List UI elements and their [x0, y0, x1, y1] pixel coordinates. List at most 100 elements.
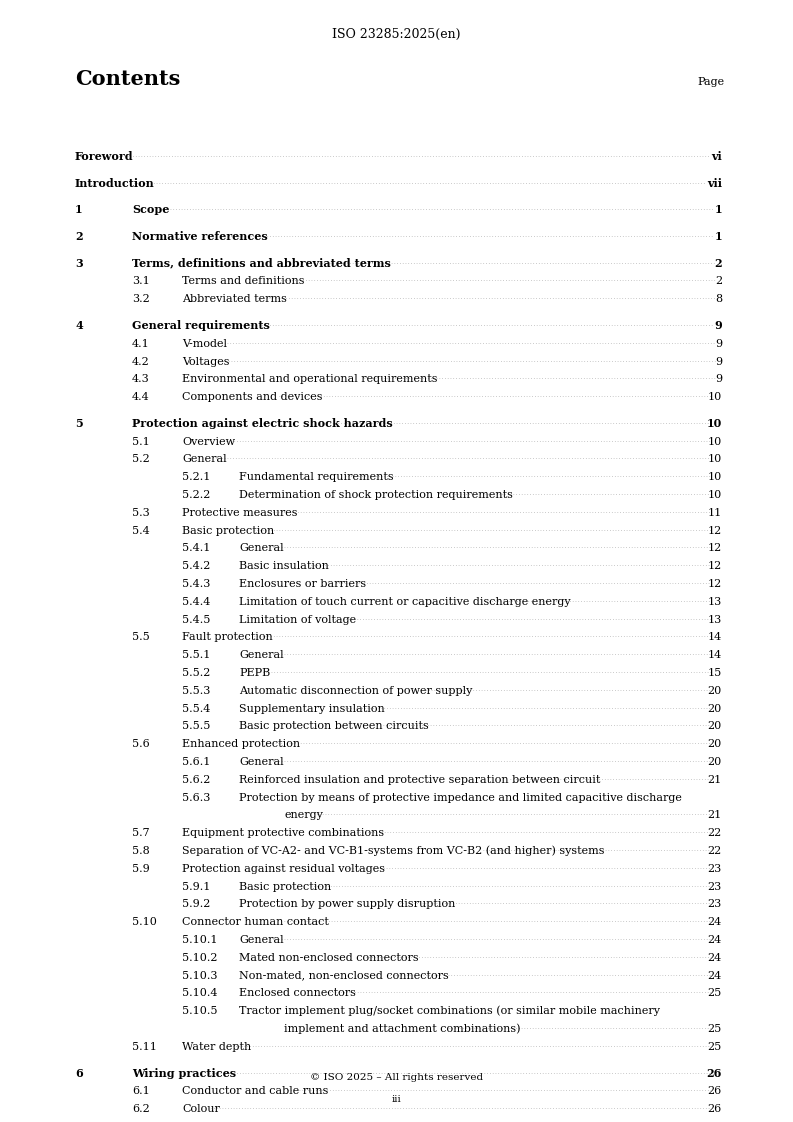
Text: Non-mated, non-enclosed connectors: Non-mated, non-enclosed connectors [239, 971, 449, 981]
Text: 5.1: 5.1 [132, 436, 150, 447]
Text: 26: 26 [707, 1086, 722, 1096]
Text: 22: 22 [707, 846, 722, 856]
Text: 12: 12 [707, 525, 722, 535]
Text: 5.7: 5.7 [132, 828, 150, 838]
Text: Connector human contact: Connector human contact [182, 917, 329, 927]
Text: Voltages: Voltages [182, 357, 229, 367]
Text: General: General [239, 651, 284, 660]
Text: PEPB: PEPB [239, 668, 270, 678]
Text: 24: 24 [707, 917, 722, 927]
Text: 23: 23 [707, 882, 722, 892]
Text: 24: 24 [707, 953, 722, 963]
Text: © ISO 2025 – All rights reserved: © ISO 2025 – All rights reserved [310, 1073, 483, 1082]
Text: 5.9.2: 5.9.2 [182, 900, 210, 910]
Text: 23: 23 [707, 900, 722, 910]
Text: 1: 1 [714, 204, 722, 215]
Text: 6: 6 [75, 1067, 82, 1078]
Text: 11: 11 [707, 508, 722, 517]
Text: 10: 10 [707, 392, 722, 402]
Text: Tractor implement plug/socket combinations (or similar mobile machinery: Tractor implement plug/socket combinatio… [239, 1005, 660, 1017]
Text: 4.4: 4.4 [132, 392, 150, 402]
Text: 5.4.2: 5.4.2 [182, 561, 210, 571]
Text: 20: 20 [707, 686, 722, 696]
Text: Basic protection between circuits: Basic protection between circuits [239, 721, 429, 732]
Text: Terms and definitions: Terms and definitions [182, 276, 305, 286]
Text: 20: 20 [707, 757, 722, 767]
Text: 22: 22 [707, 828, 722, 838]
Text: Contents: Contents [75, 68, 180, 89]
Text: Protection against electric shock hazards: Protection against electric shock hazard… [132, 417, 393, 429]
Text: Enclosures or barriers: Enclosures or barriers [239, 579, 366, 589]
Text: Environmental and operational requirements: Environmental and operational requiremen… [182, 375, 438, 385]
Text: 9: 9 [714, 375, 722, 385]
Text: Protective measures: Protective measures [182, 508, 297, 517]
Text: 20: 20 [707, 739, 722, 749]
Text: 13: 13 [707, 615, 722, 625]
Text: 5.10.4: 5.10.4 [182, 988, 217, 999]
Text: 8: 8 [714, 294, 722, 304]
Text: 20: 20 [707, 721, 722, 732]
Text: 2: 2 [75, 231, 82, 242]
Text: Protection by means of protective impedance and limited capacitive discharge: Protection by means of protective impeda… [239, 792, 682, 802]
Text: Basic protection: Basic protection [182, 525, 274, 535]
Text: 26: 26 [707, 1104, 722, 1114]
Text: 5.5: 5.5 [132, 633, 150, 643]
Text: Enhanced protection: Enhanced protection [182, 739, 301, 749]
Text: Colour: Colour [182, 1104, 220, 1114]
Text: 5.10.2: 5.10.2 [182, 953, 217, 963]
Text: 5.8: 5.8 [132, 846, 150, 856]
Text: Separation of VC-A2- and VC-B1-systems from VC-B2 (and higher) systems: Separation of VC-A2- and VC-B1-systems f… [182, 846, 604, 856]
Text: Introduction: Introduction [75, 177, 155, 188]
Text: 4.2: 4.2 [132, 357, 150, 367]
Text: 5.10: 5.10 [132, 917, 157, 927]
Text: 5.3: 5.3 [132, 508, 150, 517]
Text: Terms, definitions and abbreviated terms: Terms, definitions and abbreviated terms [132, 258, 391, 268]
Text: Scope: Scope [132, 204, 170, 215]
Text: 5.9.1: 5.9.1 [182, 882, 210, 892]
Text: 1: 1 [75, 204, 82, 215]
Text: 20: 20 [707, 703, 722, 714]
Text: 5.5.3: 5.5.3 [182, 686, 210, 696]
Text: 10: 10 [707, 472, 722, 482]
Text: 5.6.1: 5.6.1 [182, 757, 210, 767]
Text: 5.4.3: 5.4.3 [182, 579, 210, 589]
Text: 5.5.2: 5.5.2 [182, 668, 210, 678]
Text: Abbreviated terms: Abbreviated terms [182, 294, 287, 304]
Text: 23: 23 [707, 864, 722, 874]
Text: 1: 1 [714, 231, 722, 242]
Text: 5.5.5: 5.5.5 [182, 721, 210, 732]
Text: 25: 25 [707, 1024, 722, 1034]
Text: General: General [239, 757, 284, 767]
Text: 5.5.4: 5.5.4 [182, 703, 210, 714]
Text: 21: 21 [707, 810, 722, 820]
Text: 4.1: 4.1 [132, 339, 150, 349]
Text: Conductor and cable runs: Conductor and cable runs [182, 1086, 328, 1096]
Text: 5.5.1: 5.5.1 [182, 651, 210, 660]
Text: 5.11: 5.11 [132, 1042, 157, 1051]
Text: 6.2: 6.2 [132, 1104, 150, 1114]
Text: 10: 10 [707, 454, 722, 465]
Text: 6.1: 6.1 [132, 1086, 150, 1096]
Text: Foreword: Foreword [75, 150, 134, 162]
Text: 26: 26 [707, 1067, 722, 1078]
Text: implement and attachment combinations): implement and attachment combinations) [284, 1023, 521, 1034]
Text: 9: 9 [714, 339, 722, 349]
Text: ISO 23285:2025(en): ISO 23285:2025(en) [332, 28, 461, 42]
Text: 5.2: 5.2 [132, 454, 150, 465]
Text: 5.10.3: 5.10.3 [182, 971, 217, 981]
Text: 9: 9 [714, 357, 722, 367]
Text: 13: 13 [707, 597, 722, 607]
Text: 3.1: 3.1 [132, 276, 150, 286]
Text: 2: 2 [714, 276, 722, 286]
Text: Overview: Overview [182, 436, 236, 447]
Text: 10: 10 [707, 490, 722, 500]
Text: Automatic disconnection of power supply: Automatic disconnection of power supply [239, 686, 473, 696]
Text: V-model: V-model [182, 339, 227, 349]
Text: 10: 10 [707, 417, 722, 429]
Text: Mated non-enclosed connectors: Mated non-enclosed connectors [239, 953, 419, 963]
Text: 12: 12 [707, 561, 722, 571]
Text: 4.3: 4.3 [132, 375, 150, 385]
Text: 9: 9 [714, 320, 722, 331]
Text: 25: 25 [707, 1042, 722, 1051]
Text: Fundamental requirements: Fundamental requirements [239, 472, 394, 482]
